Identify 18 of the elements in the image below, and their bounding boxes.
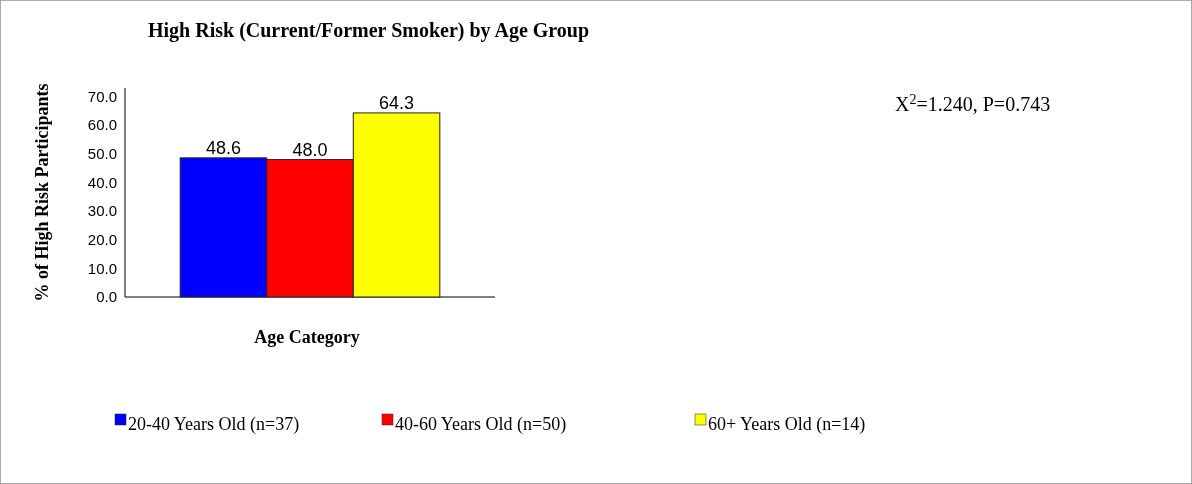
- legend-label: 20-40 Years Old (n=37): [128, 414, 300, 435]
- data-label: 64.3: [379, 92, 415, 113]
- data-label: 48.0: [292, 139, 328, 160]
- y-tick-label: 20.0: [87, 230, 117, 248]
- y-tick-label: 60.0: [87, 116, 117, 134]
- y-tick-label: 10.0: [87, 259, 117, 277]
- y-tick-label: 70.0: [87, 87, 117, 105]
- y-tick-label: 50.0: [87, 145, 117, 163]
- data-label: 48.6: [205, 137, 241, 158]
- text: X$^{2}$=1.240, P=0.743: [895, 91, 1051, 115]
- x-axis-title: Age Category: [254, 327, 360, 347]
- legend-label: 60+ Years Old (n=14): [708, 414, 866, 435]
- y-tick-label: 40.0: [87, 173, 117, 191]
- legend-label: 40-60 Years Old (n=50): [395, 414, 567, 435]
- y-tick-label: 30.0: [87, 202, 117, 220]
- chart-title: High Risk (Current/Former Smoker) by Age Group: [148, 19, 590, 42]
- y-axis-title: % of High Risk Participants: [32, 83, 52, 302]
- y-tick-label: 0.0: [96, 288, 117, 306]
